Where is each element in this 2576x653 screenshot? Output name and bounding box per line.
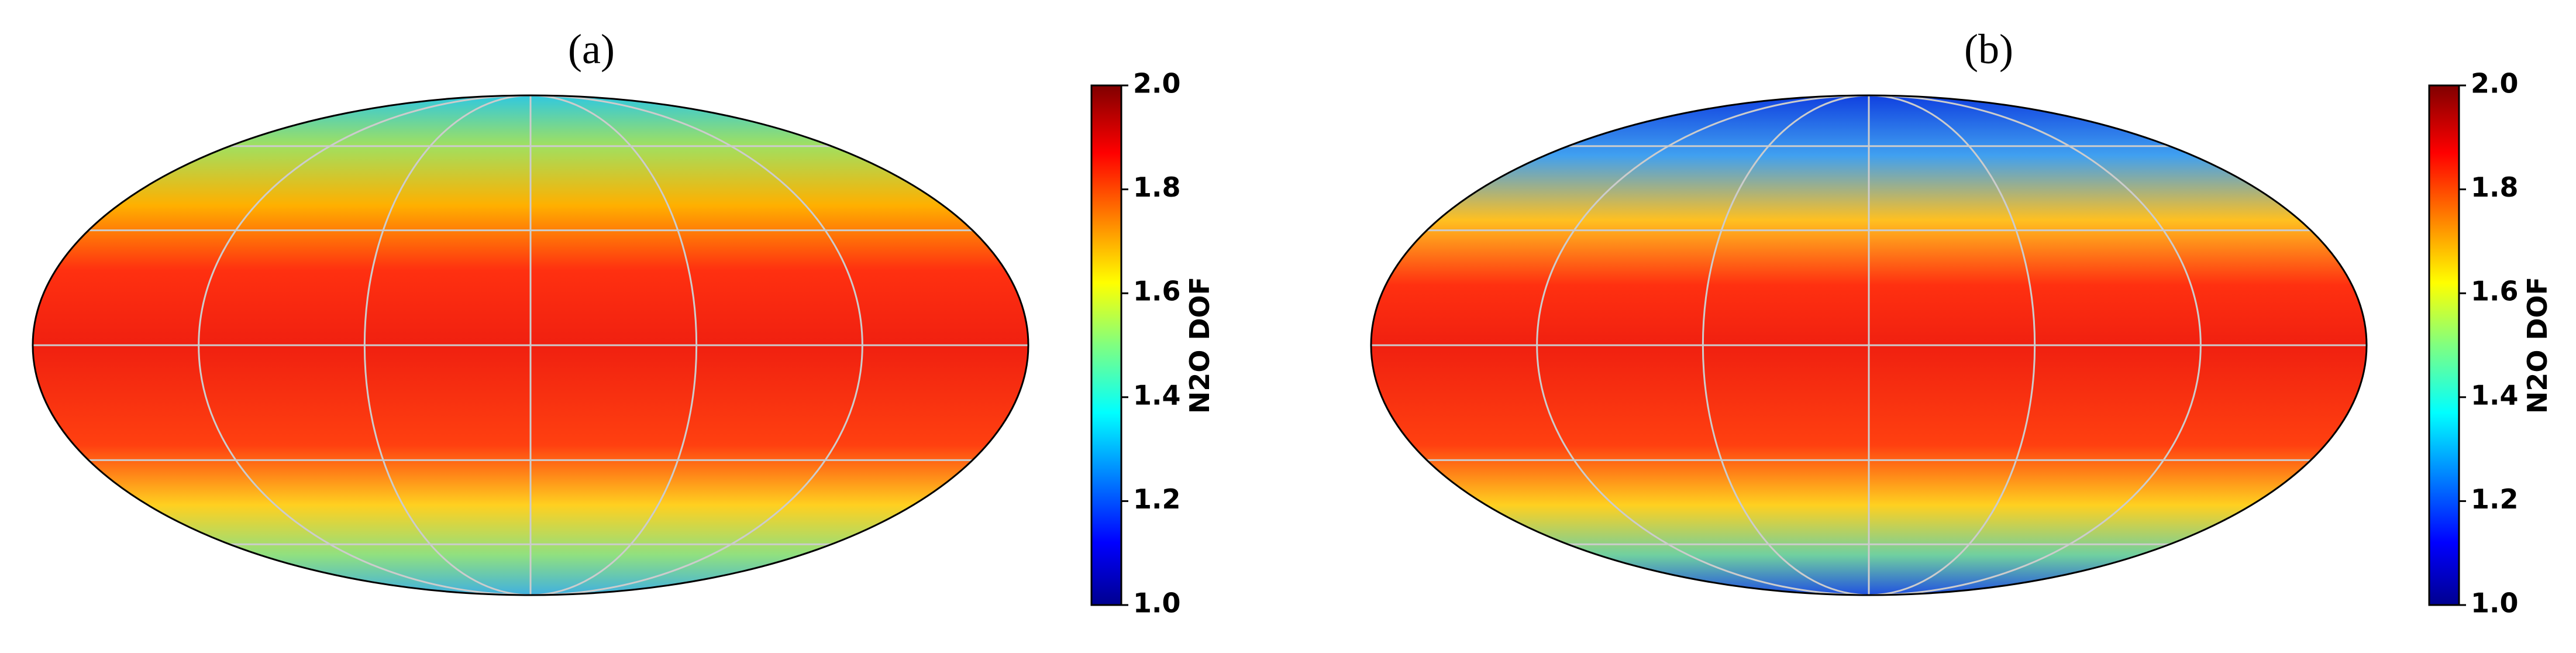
colorbar-tick-label: 1.8 <box>1133 171 1181 203</box>
colorbar-tick-label: 1.2 <box>1133 483 1181 515</box>
colorbar-label: N2O DOF <box>1184 277 1215 414</box>
colorbar <box>2428 84 2460 606</box>
colorbar-tick-label: 1.4 <box>1133 379 1181 411</box>
colorbar <box>1090 84 1122 606</box>
colorbar-tick-label: 2.0 <box>1133 68 1181 99</box>
map <box>32 94 1029 596</box>
colorbar-label: N2O DOF <box>2522 277 2553 414</box>
colorbar-tick-label: 1.8 <box>2471 171 2519 203</box>
map-border <box>1370 94 2368 596</box>
colorbar-tick-label: 1.6 <box>2471 276 2519 307</box>
colorbar-tick-label: 2.0 <box>2471 68 2519 99</box>
colorbar-tick-label: 1.4 <box>2471 379 2519 411</box>
colorbar-tick-label: 1.2 <box>2471 483 2519 515</box>
map <box>1370 94 2368 596</box>
colorbar-tick-label: 1.0 <box>1133 587 1181 619</box>
colorbar-tick-label: 1.0 <box>2471 587 2519 619</box>
colorbar-tick-label: 1.6 <box>1133 276 1181 307</box>
panel-title: (a) <box>568 26 615 73</box>
panel-title: (b) <box>1964 26 2013 73</box>
map-border <box>32 94 1029 596</box>
